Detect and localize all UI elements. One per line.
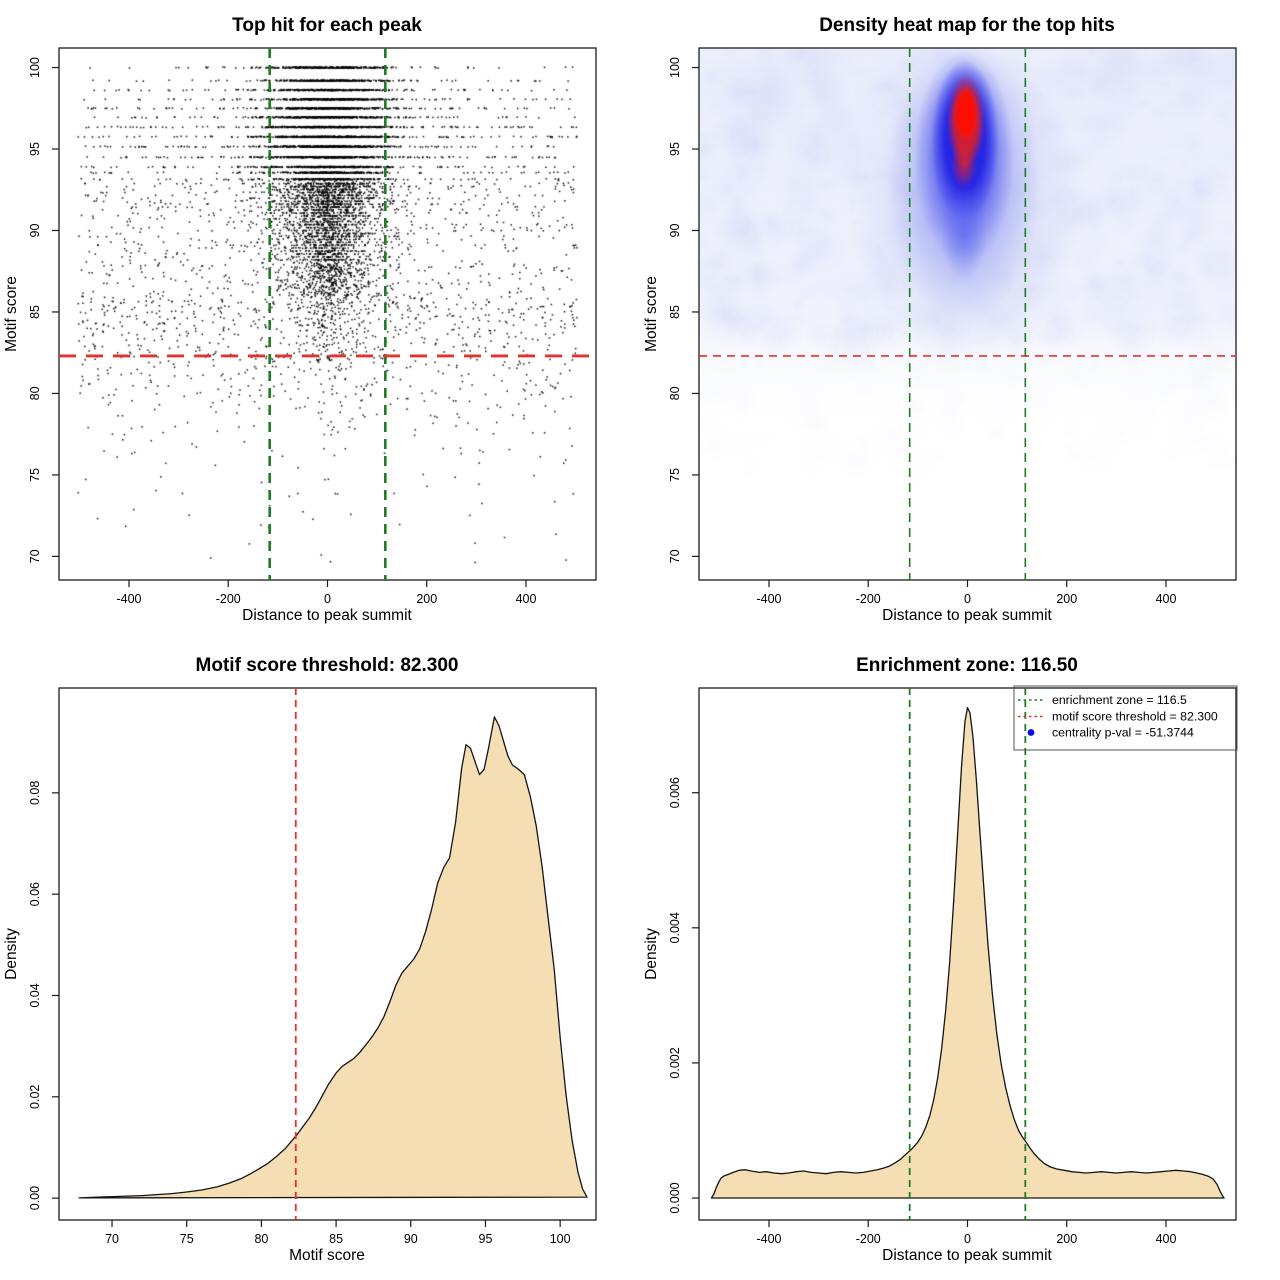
- svg-text:0.002: 0.002: [668, 1047, 682, 1078]
- svg-text:-200: -200: [856, 592, 881, 606]
- svg-text:75: 75: [668, 468, 682, 482]
- svg-text:95: 95: [479, 1232, 493, 1246]
- scatter-ticks-and-lines: -400 -200 0 200 400 70 75 80 85 90 95 100: [28, 48, 596, 606]
- svg-text:400: 400: [1156, 592, 1177, 606]
- panel-title: Density heat map for the top hits: [819, 15, 1115, 36]
- svg-text:90: 90: [404, 1232, 418, 1246]
- svg-text:70: 70: [105, 1232, 119, 1246]
- svg-text:200: 200: [1056, 1232, 1077, 1246]
- svg-text:95: 95: [668, 142, 682, 156]
- svg-text:-400: -400: [116, 592, 141, 606]
- x-axis-label: Distance to peak summit: [882, 607, 1052, 624]
- scatter-points-canvas: [0, 0, 640, 640]
- y-axis-label: Density: [643, 928, 660, 980]
- svg-text:0.006: 0.006: [668, 777, 682, 808]
- legend-frame: [1013, 685, 1238, 751]
- svg-text:200: 200: [1056, 592, 1077, 606]
- svg-text:80: 80: [254, 1232, 268, 1246]
- legend-centrality-label: centrality p-val = -51.3744: [1052, 726, 1194, 740]
- svg-text:0: 0: [964, 1232, 971, 1246]
- svg-text:0.08: 0.08: [28, 781, 42, 805]
- svg-text:0.04: 0.04: [28, 983, 42, 1007]
- svg-text:-400: -400: [756, 1232, 781, 1246]
- svg-text:85: 85: [28, 305, 42, 319]
- panel-top-hit-scatter: -400 -200 0 200 400 70 75 80 85 90 95 100 Top hit f…: [0, 0, 640, 640]
- svg-text:75: 75: [28, 468, 42, 482]
- distance-density-svg: -400 -200 0 200 400 0.000 0.002 0.004 0.006 enri…: [643, 655, 1238, 1264]
- panel-title: Enrichment zone: 116.50: [856, 655, 1078, 676]
- svg-text:400: 400: [1156, 1232, 1177, 1246]
- svg-text:0.02: 0.02: [28, 1085, 42, 1109]
- scatter-axes-svg: -400 -200 0 200 400 70 75 80 85 90 95 100 Top hit f…: [3, 15, 597, 624]
- legend-threshold-label: motif score threshold = 82.300: [1052, 710, 1218, 724]
- svg-text:80: 80: [28, 386, 42, 400]
- y-axis-label: Density: [3, 928, 20, 980]
- heatmap-canvas: [640, 0, 1280, 640]
- distance-density-ticks-and-curve: -400 -200 0 200 400 0.000 0.002 0.004 0.006: [668, 688, 1225, 1246]
- legend-centrality-point-swatch: [1027, 729, 1035, 736]
- panel-title: Top hit for each peak: [232, 15, 422, 36]
- svg-text:90: 90: [28, 223, 42, 237]
- heatmap-axes-svg: -400 -200 0 200 400 70 75 80 85 90 95 100 Density h…: [643, 15, 1237, 624]
- svg-text:70: 70: [668, 549, 682, 563]
- legend-enrichment-zone-label: enrichment zone = 116.5: [1052, 693, 1187, 707]
- x-axis-label: Motif score: [289, 1247, 365, 1264]
- svg-text:0.06: 0.06: [28, 882, 42, 906]
- svg-text:70: 70: [28, 549, 42, 563]
- svg-text:95: 95: [28, 142, 42, 156]
- svg-text:0: 0: [324, 592, 331, 606]
- svg-text:90: 90: [668, 223, 682, 237]
- y-axis-label: Motif score: [3, 276, 20, 352]
- plot-frame: [58, 47, 597, 581]
- svg-text:-200: -200: [856, 1232, 881, 1246]
- x-axis-label: Distance to peak summit: [242, 607, 412, 624]
- svg-text:0.004: 0.004: [668, 912, 682, 943]
- svg-text:80: 80: [668, 386, 682, 400]
- panel-score-density: 70 75 80 85 90 95 100 0.00 0.02 0.04 0.06 0.08 Moti…: [0, 640, 640, 1280]
- plot-frame: [58, 687, 597, 1221]
- legend: enrichment zone = 116.5 motif score thre…: [1013, 685, 1238, 751]
- panel-density-heatmap: -400 -200 0 200 400 70 75 80 85 90 95 100 Density h…: [640, 0, 1280, 640]
- score-density-svg: 70 75 80 85 90 95 100 0.00 0.02 0.04 0.06 0.08 Moti…: [3, 655, 597, 1264]
- svg-text:100: 100: [550, 1232, 571, 1246]
- heatmap-ticks-and-lines: -400 -200 0 200 400 70 75 80 85 90 95 100: [668, 48, 1236, 606]
- svg-text:0.000: 0.000: [668, 1182, 682, 1213]
- score-density-ticks-and-curve: 70 75 80 85 90 95 100 0.00 0.02 0.04 0.06 0.08: [28, 688, 588, 1246]
- svg-text:0.00: 0.00: [28, 1186, 42, 1210]
- panel-distance-density: -400 -200 0 200 400 0.000 0.002 0.004 0.006 enri…: [640, 640, 1280, 1280]
- svg-text:100: 100: [28, 57, 42, 78]
- x-axis-label: Distance to peak summit: [882, 1247, 1052, 1264]
- svg-text:100: 100: [668, 57, 682, 78]
- svg-text:-400: -400: [756, 592, 781, 606]
- svg-text:0: 0: [964, 592, 971, 606]
- svg-text:200: 200: [416, 592, 437, 606]
- svg-text:85: 85: [668, 305, 682, 319]
- y-axis-label: Motif score: [643, 276, 660, 352]
- panel-title: Motif score threshold: 82.300: [196, 655, 459, 676]
- plot-frame: [698, 47, 1237, 581]
- svg-text:75: 75: [180, 1232, 194, 1246]
- svg-text:400: 400: [516, 592, 537, 606]
- svg-text:85: 85: [329, 1232, 343, 1246]
- svg-text:-200: -200: [216, 592, 241, 606]
